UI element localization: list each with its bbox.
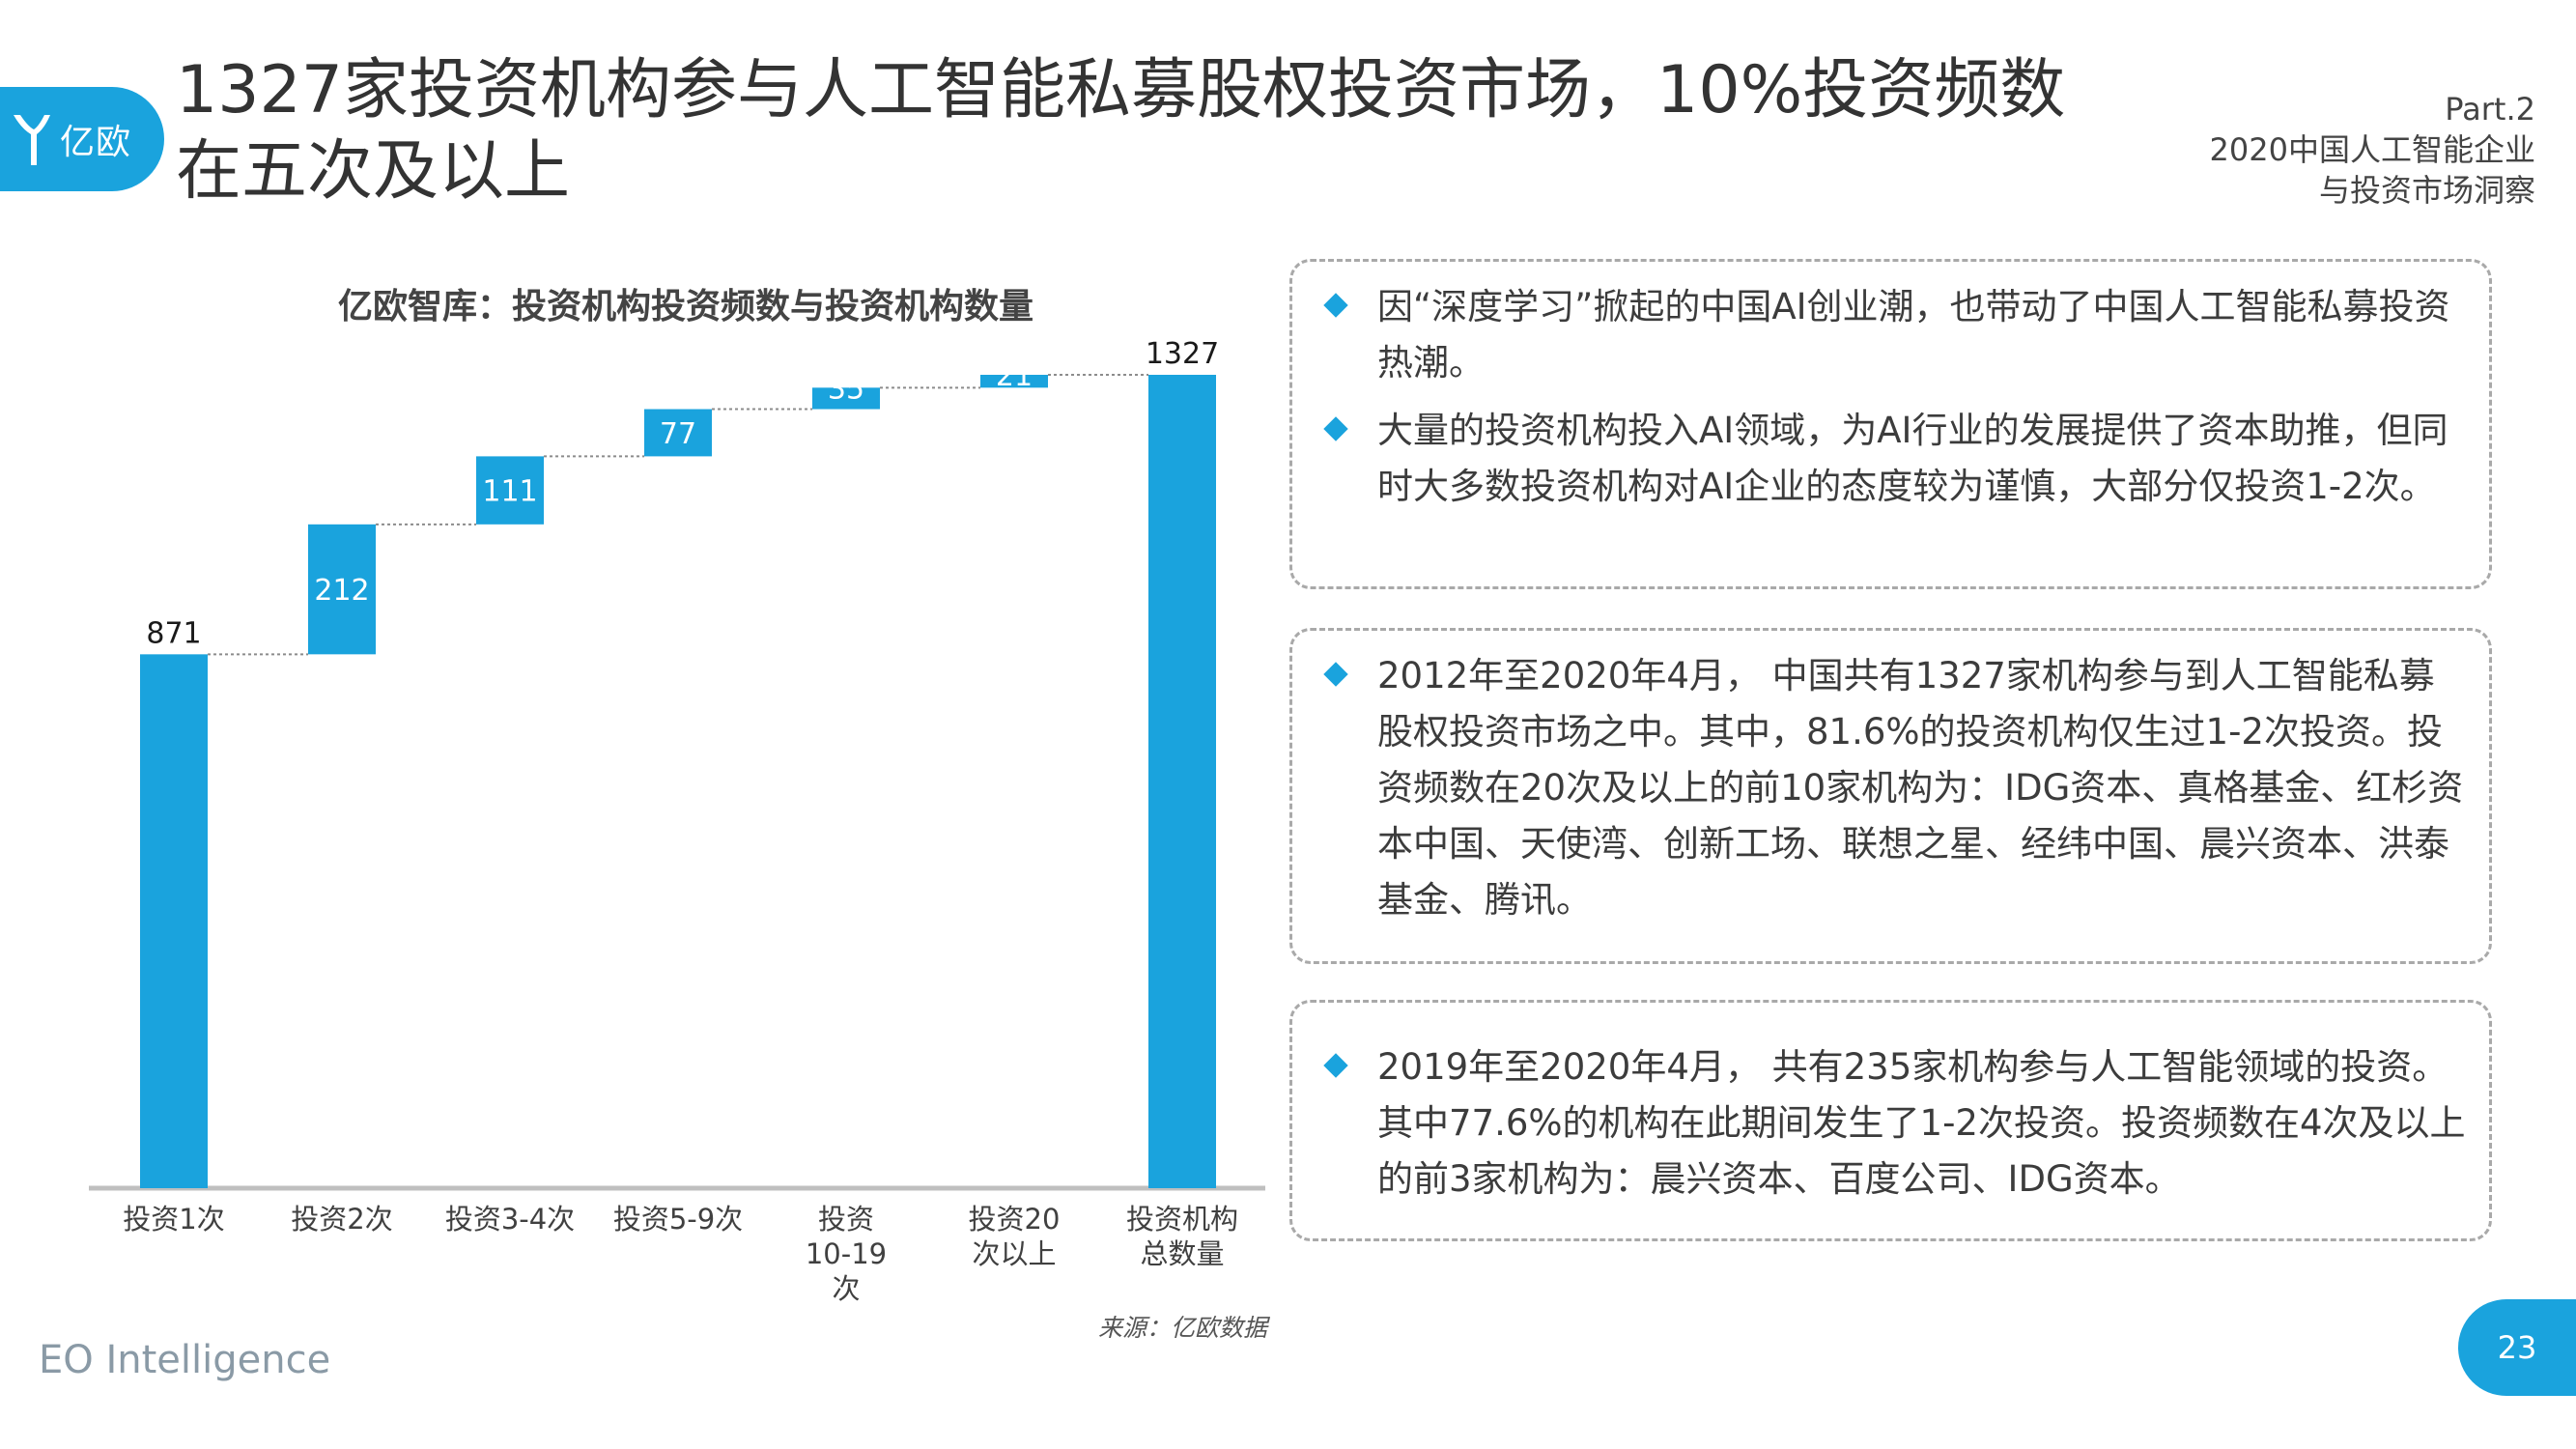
data-label: 35 xyxy=(828,372,864,406)
data-label: 111 xyxy=(482,475,537,509)
report-title-line1: 2020中国人工智能企业 xyxy=(2209,131,2535,168)
insight-bullet: 2019年至2020年4月， 共有235家机构参与人工智能领域的投资。其中77.… xyxy=(1319,1039,2466,1208)
footer-brand: EO Intelligence xyxy=(39,1338,331,1382)
data-label: 871 xyxy=(146,616,201,650)
waterfall-bar xyxy=(476,456,544,525)
insight-bullet: 2012年至2020年4月， 中国共有1327家机构参与到人工智能私募股权投资市… xyxy=(1319,648,2466,928)
insight-panel-3: 2019年至2020年4月， 共有235家机构参与人工智能领域的投资。其中77.… xyxy=(1289,1000,2492,1241)
part-label: Part.2 xyxy=(2445,91,2535,128)
waterfall-bar xyxy=(140,654,208,1188)
diamond-bullet-icon xyxy=(1323,662,1348,687)
data-label: 212 xyxy=(314,574,369,608)
diamond-bullet-icon xyxy=(1323,293,1348,318)
x-tick-label: 投资1次 xyxy=(123,1203,224,1236)
insight-panel-2: 2012年至2020年4月， 中国共有1327家机构参与到人工智能私募股权投资市… xyxy=(1289,628,2492,964)
logo-text: 亿欧 xyxy=(60,123,132,162)
insight-bullet: 大量的投资机构投入AI领域，为AI行业的发展提供了资本助推，但同时大多数投资机构… xyxy=(1319,403,2466,515)
data-label: 21 xyxy=(996,359,1033,393)
x-tick-label: 投资20 xyxy=(969,1203,1061,1236)
data-label: 77 xyxy=(660,417,696,451)
insight-bullet: 因“深度学习”掀起的中国AI创业潮，也带动了中国人工智能私募投资热潮。 xyxy=(1319,279,2466,391)
waterfall-bar xyxy=(644,409,712,457)
diamond-bullet-icon xyxy=(1323,416,1348,441)
brand-logo: 亿欧 xyxy=(0,87,164,191)
x-tick-label: 投资 xyxy=(818,1203,874,1236)
x-tick-label: 投资2次 xyxy=(291,1203,392,1236)
waterfall-bar xyxy=(1148,375,1216,1188)
waterfall-bar xyxy=(308,524,376,655)
x-tick-label: 10-19 xyxy=(806,1237,887,1270)
insight-panel-1: 因“深度学习”掀起的中国AI创业潮，也带动了中国人工智能私募投资热潮。 大量的投… xyxy=(1289,259,2492,589)
logo-y-icon xyxy=(14,115,50,165)
waterfall-bar xyxy=(812,387,880,410)
data-label: 1327 xyxy=(1146,337,1219,371)
report-title-line2: 与投资市场洞察 xyxy=(2318,172,2535,209)
waterfall-chart: 871 投资1次 212 投资2次 111 投资3-4次 77 投资5-9次 35 投资10-19… xyxy=(89,337,1265,1305)
page-title: 1327家投资机构参与人工智能私募股权投资市场，10%投资频数在五次及以上 xyxy=(176,52,2066,210)
waterfall-bar xyxy=(980,375,1048,388)
x-tick-label: 次以上 xyxy=(972,1237,1056,1270)
bullet-text: 2019年至2020年4月， 共有235家机构参与人工智能领域的投资。其中77.… xyxy=(1377,1046,2466,1200)
diamond-bullet-icon xyxy=(1323,1053,1348,1078)
chart-title: 亿欧智库：投资机构投资频数与投资机构数量 xyxy=(337,287,1033,327)
x-tick-label: 投资3-4次 xyxy=(445,1203,575,1236)
report-section-label: Part.2 2020中国人工智能企业 与投资市场洞察 xyxy=(2210,89,2535,211)
x-tick-label: 投资5-9次 xyxy=(613,1203,743,1236)
chart-source: 来源：亿欧数据 xyxy=(1098,1314,1268,1342)
x-tick-label: 投资机构 xyxy=(1126,1203,1238,1236)
bullet-text: 因“深度学习”掀起的中国AI创业潮，也带动了中国人工智能私募投资热潮。 xyxy=(1377,286,2450,384)
page-number: 23 xyxy=(2458,1299,2576,1396)
bullet-text: 大量的投资机构投入AI领域，为AI行业的发展提供了资本助推，但同时大多数投资机构… xyxy=(1377,410,2449,507)
bullet-text: 2012年至2020年4月， 中国共有1327家机构参与到人工智能私募股权投资市… xyxy=(1377,655,2464,921)
x-tick-label: 次 xyxy=(832,1272,860,1305)
x-tick-label: 总数量 xyxy=(1140,1237,1224,1270)
